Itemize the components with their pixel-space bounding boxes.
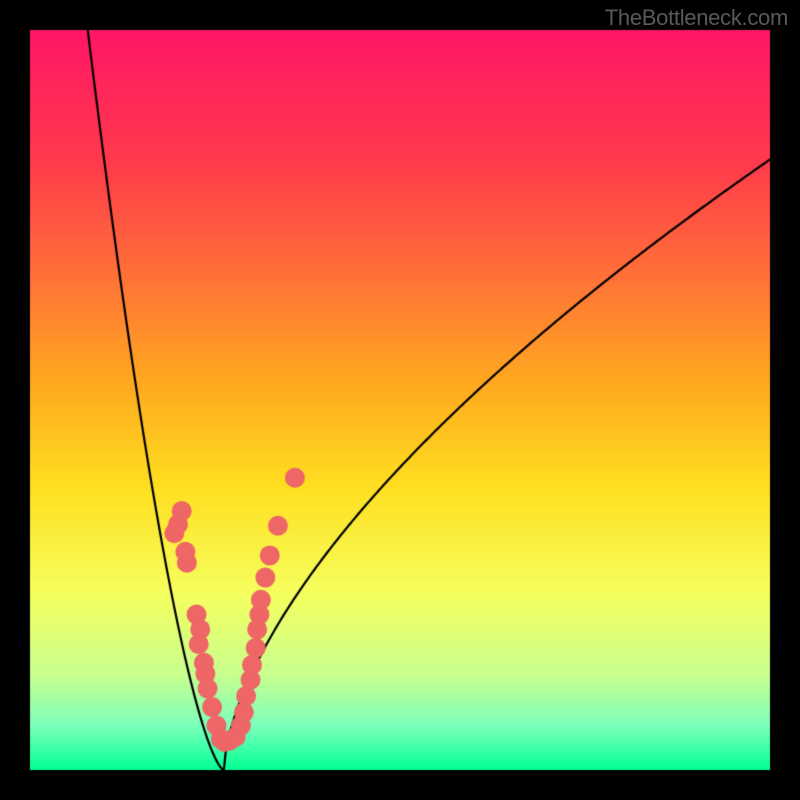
watermark-text: TheBottleneck.com: [605, 5, 788, 31]
chart-container: TheBottleneck.com: [0, 0, 800, 800]
bottleneck-chart-canvas: [0, 0, 800, 800]
